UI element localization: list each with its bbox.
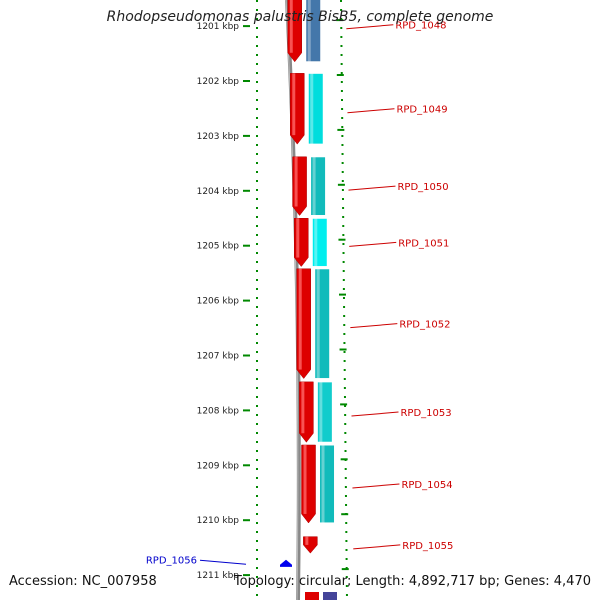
gene-leader-line: [347, 108, 395, 114]
cds-block[interactable]: [311, 217, 328, 268]
tick-label: 1204 kbp: [197, 187, 240, 197]
tick-label: 1209 kbp: [197, 461, 240, 471]
cds-block[interactable]: [319, 444, 336, 524]
accession-label: Accession: NC_007958: [9, 574, 157, 589]
gene-arrow[interactable]: [280, 559, 292, 567]
gene-label[interactable]: RPD_1052: [399, 320, 450, 331]
gene-leader-line: [348, 185, 396, 191]
gene-label[interactable]: RPD_1051: [398, 238, 449, 249]
gene-label[interactable]: RPD_1056: [146, 555, 197, 566]
topology-label: Topology: circular; Length: 4,892,717 bp…: [233, 574, 591, 589]
gene-leader-line: [353, 544, 401, 550]
gene-leader-line: [346, 24, 394, 30]
cds-block[interactable]: [310, 156, 327, 217]
gene-leader-line: [351, 411, 399, 417]
tick-label: 1208 kbp: [197, 406, 240, 416]
tick-label: 1210 kbp: [197, 516, 240, 526]
tick-label: 1202 kbp: [197, 77, 240, 87]
cds-block[interactable]: [314, 268, 331, 380]
gene-labels: RPD_1048 RPD_1049 RPD_1050 RPD_1051 RPD_1052…: [146, 21, 454, 567]
cds-block[interactable]: [305, 0, 322, 63]
gene-leader-line: [199, 559, 247, 565]
tick-label: 1203 kbp: [197, 132, 240, 142]
gene-label[interactable]: RPD_1049: [396, 105, 447, 116]
gene-label[interactable]: RPD_1054: [401, 480, 452, 491]
gene-label[interactable]: RPD_1048: [395, 21, 446, 32]
cds-block[interactable]: [316, 381, 333, 443]
gene-label[interactable]: RPD_1053: [400, 408, 451, 419]
cds-block[interactable]: [307, 72, 324, 145]
tick-label: 1206 kbp: [197, 297, 240, 307]
gene-leader-line: [349, 241, 397, 247]
gene-label[interactable]: RPD_1050: [397, 182, 448, 193]
kbp-ticks: 1201 kbp 1202 kbp 1203 kbp 1204 kbp 1205 kbp…: [197, 0, 349, 600]
tick-label: 1205 kbp: [197, 242, 240, 252]
gene-label[interactable]: RPD_1055: [402, 541, 453, 552]
gene-leader-line: [350, 323, 398, 329]
tick-label: 1211 kbp: [197, 571, 240, 581]
genome-title: Rhodopseudomonas palustris BisB5, comple…: [106, 9, 494, 25]
gene-features: [280, 0, 337, 600]
gene-leader-line: [352, 483, 400, 489]
tick-label: 1207 kbp: [197, 352, 240, 362]
tick-label: 1201 kbp: [197, 22, 240, 32]
